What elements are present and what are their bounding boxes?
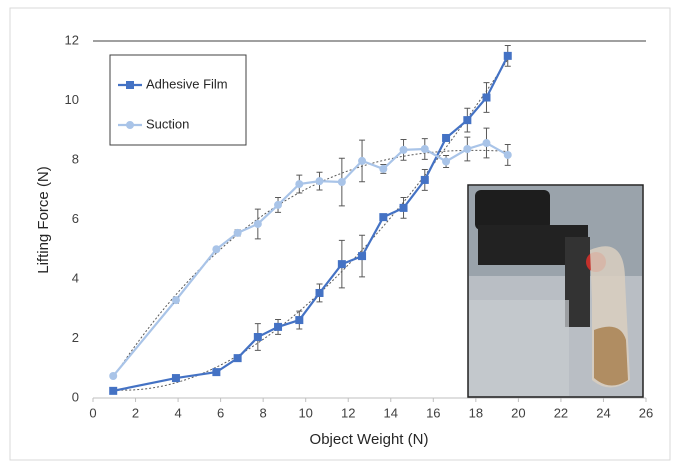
marker: [338, 178, 346, 186]
legend-box: [110, 55, 246, 145]
x-tick-label: 12: [341, 405, 355, 420]
marker: [482, 139, 490, 147]
marker: [504, 52, 512, 60]
y-tick-label: 12: [65, 32, 79, 47]
x-tick-label: 4: [174, 405, 181, 420]
x-tick-label: 8: [260, 405, 267, 420]
x-axis-title: Object Weight (N): [310, 431, 429, 448]
y-tick-label: 10: [65, 92, 79, 107]
y-tick-label: 0: [72, 389, 79, 404]
marker: [295, 316, 303, 324]
inset-photo: [468, 185, 643, 397]
marker: [400, 204, 408, 212]
marker: [463, 145, 471, 153]
marker: [421, 176, 429, 184]
x-tick-label: 10: [298, 405, 312, 420]
y-axis-title: Lifting Force (N): [35, 166, 52, 274]
chart: Object Weight (N) Lifting Force (N) 0246…: [0, 0, 680, 467]
x-tick-label: 22: [554, 405, 568, 420]
marker: [482, 94, 490, 102]
marker: [109, 372, 117, 380]
x-tick-label: 18: [469, 405, 483, 420]
legend-marker: [126, 121, 134, 129]
marker: [358, 157, 366, 165]
marker: [295, 180, 303, 188]
marker: [172, 296, 180, 304]
x-tick-label: 14: [384, 405, 398, 420]
y-tick-label: 8: [72, 151, 79, 166]
marker: [212, 245, 220, 253]
x-tick-label: 24: [596, 405, 610, 420]
x-tick-label: 2: [132, 405, 139, 420]
marker: [379, 165, 387, 173]
marker: [379, 213, 387, 221]
marker: [338, 260, 346, 268]
x-tick-label: 16: [426, 405, 440, 420]
x-tick-label: 6: [217, 405, 224, 420]
marker: [274, 201, 282, 209]
marker: [504, 151, 512, 159]
marker: [109, 387, 117, 395]
y-tick-label: 2: [72, 330, 79, 345]
marker: [358, 252, 366, 260]
legend-label: Suction: [146, 116, 189, 131]
legend-marker: [126, 81, 134, 89]
marker: [274, 323, 282, 331]
legend-label: Adhesive Film: [146, 76, 228, 91]
y-tick-label: 4: [72, 270, 79, 285]
marker: [463, 116, 471, 124]
x-tick-label: 0: [89, 405, 96, 420]
marker: [442, 134, 450, 142]
x-tick-label: 20: [511, 405, 525, 420]
marker: [400, 146, 408, 154]
marker: [212, 368, 220, 376]
marker: [254, 220, 262, 228]
marker: [234, 229, 242, 237]
marker: [234, 354, 242, 362]
y-tick-label: 6: [72, 211, 79, 226]
marker: [421, 145, 429, 153]
marker: [442, 157, 450, 165]
marker: [254, 333, 262, 341]
marker: [172, 374, 180, 382]
x-tick-label: 26: [639, 405, 653, 420]
marker: [316, 177, 324, 185]
marker: [316, 289, 324, 297]
